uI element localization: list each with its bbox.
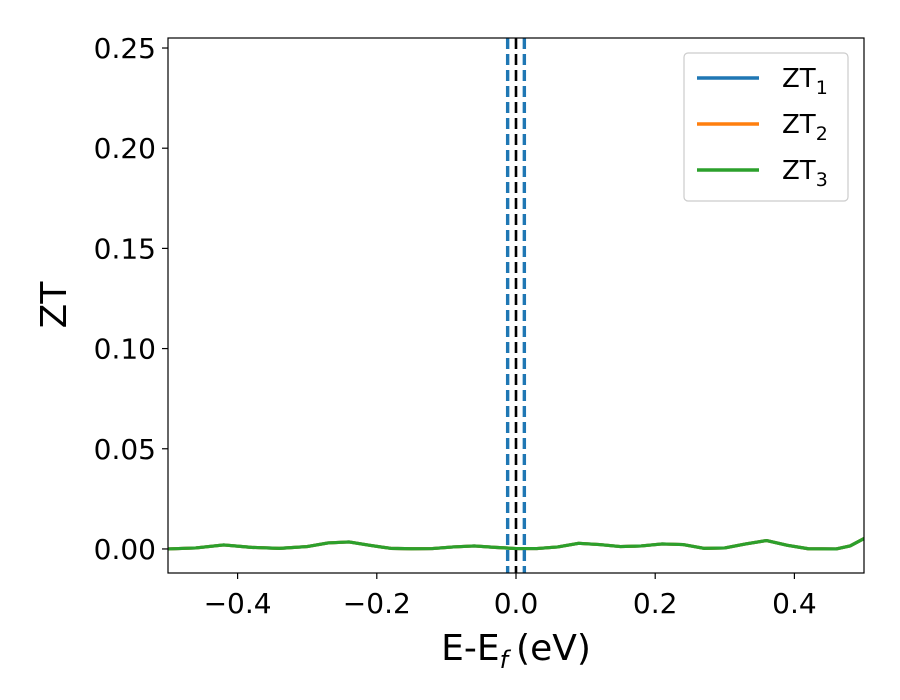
- x-axis-title-sub: f: [500, 646, 512, 674]
- x-axis-title-unit: (eV): [516, 628, 591, 669]
- legend-label-zt3: ZT3: [782, 156, 828, 191]
- x-axis-title: E-Ef (eV): [441, 628, 591, 674]
- lines-layer: [168, 536, 864, 551]
- vlines-layer: [505, 38, 527, 573]
- x-tick-label: −0.4: [204, 587, 272, 620]
- y-tick-label: 0.15: [94, 232, 156, 265]
- y-tick-label: 0.20: [94, 132, 156, 165]
- x-tick-label: 0.2: [633, 587, 678, 620]
- x-tick-label: −0.2: [343, 587, 411, 620]
- y-axis: 0.00 0.05 0.10 0.15 0.20 0.25: [94, 32, 168, 566]
- x-tick-label: 0.0: [494, 587, 539, 620]
- y-axis-title: ZT: [34, 281, 75, 329]
- y-tick-label: 0.05: [94, 433, 156, 466]
- series-line-zt3: [168, 536, 864, 551]
- legend-frame: [683, 52, 849, 202]
- x-axis: −0.4 −0.2 0.0 0.2 0.4: [204, 573, 817, 620]
- y-tick-label: 0.00: [94, 533, 156, 566]
- x-axis-title-main: E-E: [441, 628, 499, 669]
- y-tick-label: 0.10: [94, 333, 156, 366]
- y-tick-label: 0.25: [94, 32, 156, 65]
- x-tick-label: 0.4: [772, 587, 817, 620]
- legend-label-zt2: ZT2: [782, 110, 828, 145]
- legend-label-zt1: ZT1: [782, 64, 828, 99]
- legend: ZT1 ZT2 ZT3: [683, 52, 849, 202]
